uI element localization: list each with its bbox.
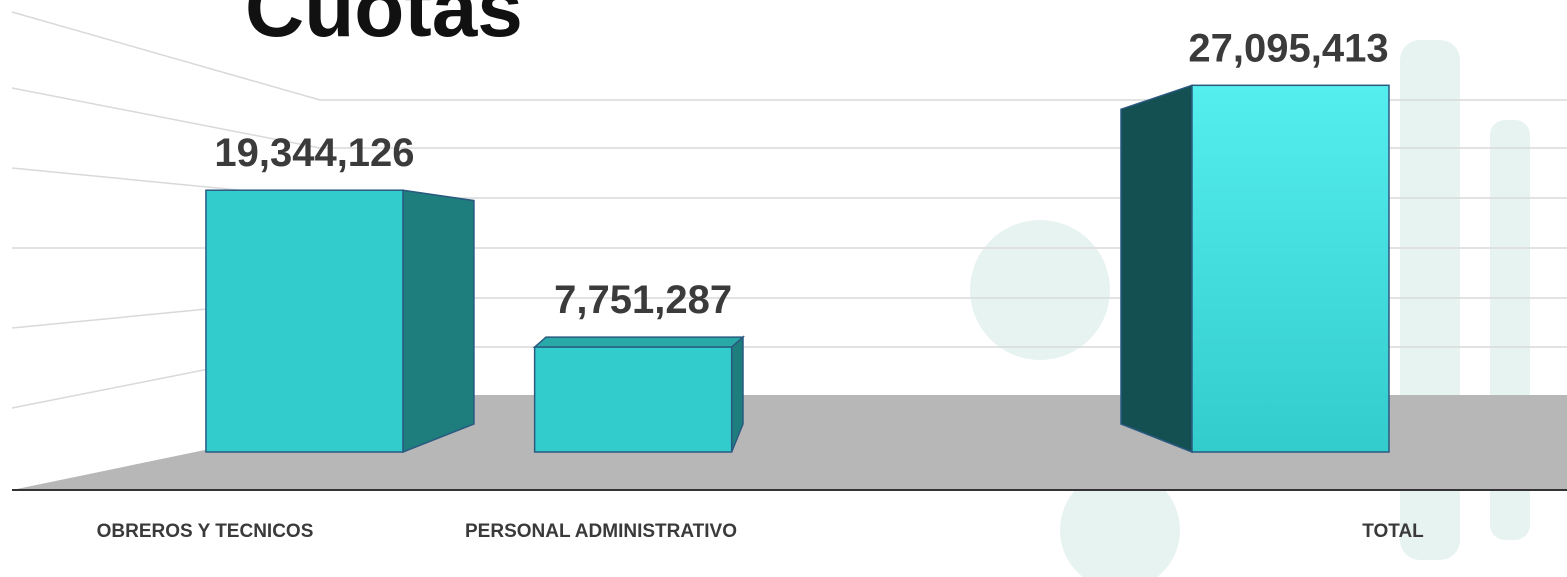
bar-side (1120, 84, 1193, 454)
bar-side (402, 189, 475, 454)
value-label: 27,095,413 (1188, 26, 1388, 70)
bar (205, 189, 404, 453)
value-label: 19,344,126 (214, 131, 414, 175)
bar (1191, 84, 1390, 453)
bar (533, 346, 733, 453)
x-tick-label: TOTAL (1362, 521, 1424, 542)
x-tick-label: OBREROS Y TECNICOS (97, 521, 314, 542)
chart-title: Cuotas (245, 0, 523, 54)
x-tick-label: PERSONAL ADMINISTRATIVO (465, 521, 737, 542)
value-label: 7,751,287 (554, 278, 732, 322)
bar-top (532, 336, 745, 348)
